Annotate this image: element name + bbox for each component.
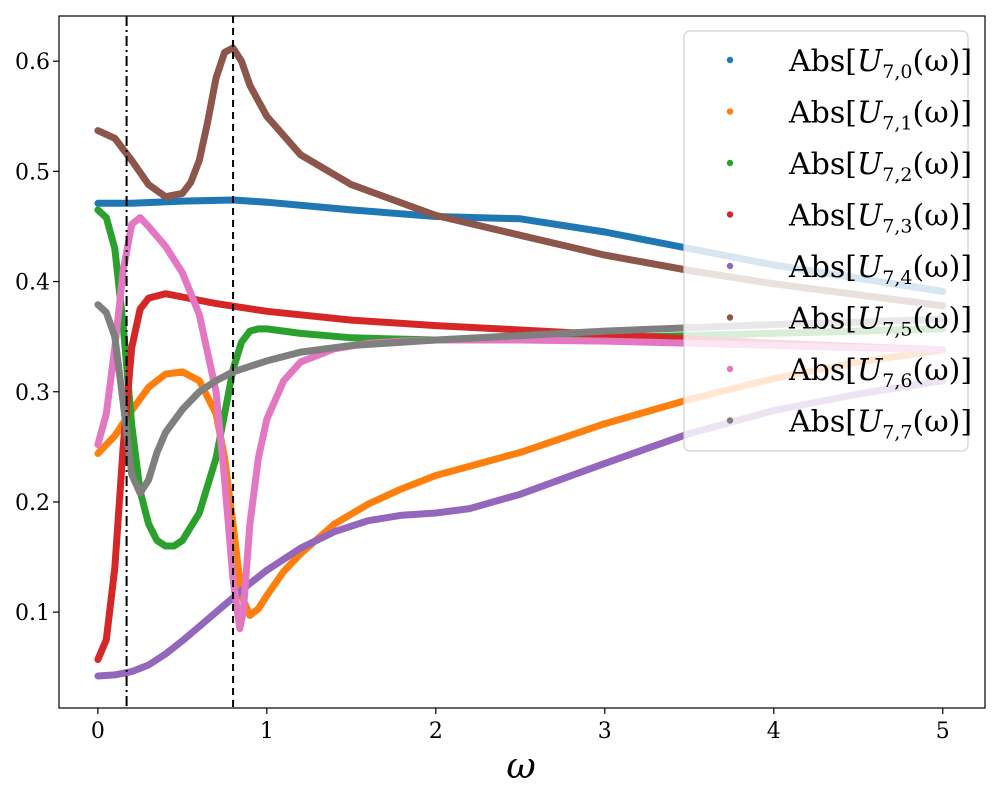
legend-label-suffix: (ω)] bbox=[912, 96, 972, 131]
reference-lines bbox=[125, 16, 235, 708]
legend-marker-4 bbox=[726, 262, 734, 270]
legend-label-prefix: Abs[ bbox=[788, 96, 857, 131]
legend-label-suffix: (ω)] bbox=[912, 199, 972, 234]
y-tick-label-0: 0.1 bbox=[15, 601, 50, 626]
legend-box bbox=[683, 30, 969, 452]
legend-label-2: Abs[U7,2(ω)] bbox=[788, 147, 972, 186]
legend-label-6: Abs[U7,6(ω)] bbox=[788, 353, 972, 392]
legend-label-subscript: 7,5 bbox=[882, 319, 912, 341]
legend-marker-0 bbox=[726, 56, 734, 64]
legend-label-7: Abs[U7,7(ω)] bbox=[788, 405, 972, 444]
legend-label-symbol: U bbox=[857, 353, 884, 388]
legend: Abs[U7,0(ω)]Abs[U7,1(ω)]Abs[U7,2(ω)]Abs[… bbox=[683, 30, 972, 452]
legend-label-symbol: U bbox=[857, 44, 884, 79]
y-tick-label-4: 0.5 bbox=[15, 160, 50, 185]
series-6-curve bbox=[94, 214, 947, 633]
x-tick-label-3: 3 bbox=[598, 719, 612, 744]
x-tick-label-2: 2 bbox=[429, 719, 443, 744]
legend-label-symbol: U bbox=[857, 250, 884, 285]
legend-label-suffix: (ω)] bbox=[912, 405, 972, 440]
legend-label-prefix: Abs[ bbox=[788, 302, 857, 337]
legend-label-symbol: U bbox=[857, 96, 884, 131]
legend-label-suffix: (ω)] bbox=[912, 147, 972, 182]
legend-label-symbol: U bbox=[857, 147, 884, 182]
legend-marker-3 bbox=[726, 211, 734, 218]
legend-label-prefix: Abs[ bbox=[788, 353, 857, 388]
legend-label-prefix: Abs[ bbox=[788, 199, 857, 234]
legend-label-prefix: Abs[ bbox=[788, 44, 857, 79]
plot-frame bbox=[58, 15, 986, 709]
y-tick-label-1: 0.2 bbox=[15, 491, 50, 516]
legend-label-suffix: (ω)] bbox=[912, 44, 972, 79]
legend-label-subscript: 7,1 bbox=[882, 113, 912, 135]
legend-marker-5 bbox=[726, 314, 734, 321]
legend-label-subscript: 7,6 bbox=[882, 370, 912, 392]
legend-label-suffix: (ω)] bbox=[912, 250, 972, 285]
x-tick-label-0: 0 bbox=[91, 719, 105, 744]
y-tick-label-5: 0.6 bbox=[15, 50, 50, 75]
legend-label-subscript: 7,4 bbox=[882, 267, 912, 289]
legend-label-4: Abs[U7,4(ω)] bbox=[788, 250, 972, 289]
legend-label-symbol: U bbox=[857, 199, 884, 234]
series-5-curve bbox=[94, 44, 947, 310]
legend-label-subscript: 7,2 bbox=[882, 164, 912, 186]
legend-label-subscript: 7,7 bbox=[882, 422, 912, 444]
x-axis-label: ω bbox=[506, 746, 535, 787]
x-tick-label-4: 4 bbox=[767, 719, 781, 744]
legend-label-0: Abs[U7,0(ω)] bbox=[788, 44, 972, 83]
legend-marker-6 bbox=[726, 365, 734, 373]
x-tick-label-1: 1 bbox=[260, 719, 274, 744]
legend-marker-1 bbox=[726, 108, 734, 115]
legend-label-5: Abs[U7,5(ω)] bbox=[788, 302, 972, 341]
legend-label-subscript: 7,3 bbox=[882, 216, 912, 238]
legend-label-subscript: 7,0 bbox=[882, 61, 912, 83]
legend-marker-7 bbox=[726, 417, 734, 424]
legend-label-1: Abs[U7,1(ω)] bbox=[788, 96, 972, 135]
y-tick-label-3: 0.4 bbox=[15, 271, 50, 296]
legend-label-suffix: (ω)] bbox=[912, 302, 972, 337]
legend-label-3: Abs[U7,3(ω)] bbox=[788, 199, 972, 238]
legend-label-symbol: U bbox=[857, 405, 884, 440]
y-axis-ticks: 0.1 0.2 0.3 0.4 0.5 0.6 bbox=[15, 50, 59, 626]
x-axis-ticks: 0 1 2 3 4 5 bbox=[91, 708, 950, 744]
series-layer bbox=[94, 44, 947, 680]
legend-label-prefix: Abs[ bbox=[788, 405, 857, 440]
legend-label-prefix: Abs[ bbox=[788, 147, 857, 182]
legend-label-suffix: (ω)] bbox=[912, 353, 972, 388]
legend-label-prefix: Abs[ bbox=[788, 250, 857, 285]
series-1-curve bbox=[94, 346, 947, 619]
legend-marker-2 bbox=[726, 159, 734, 167]
series-4-curve bbox=[94, 377, 947, 680]
series-7-curve bbox=[94, 301, 947, 497]
legend-label-symbol: U bbox=[857, 302, 884, 337]
x-tick-label-5: 5 bbox=[936, 719, 950, 744]
y-tick-label-2: 0.3 bbox=[15, 381, 50, 406]
